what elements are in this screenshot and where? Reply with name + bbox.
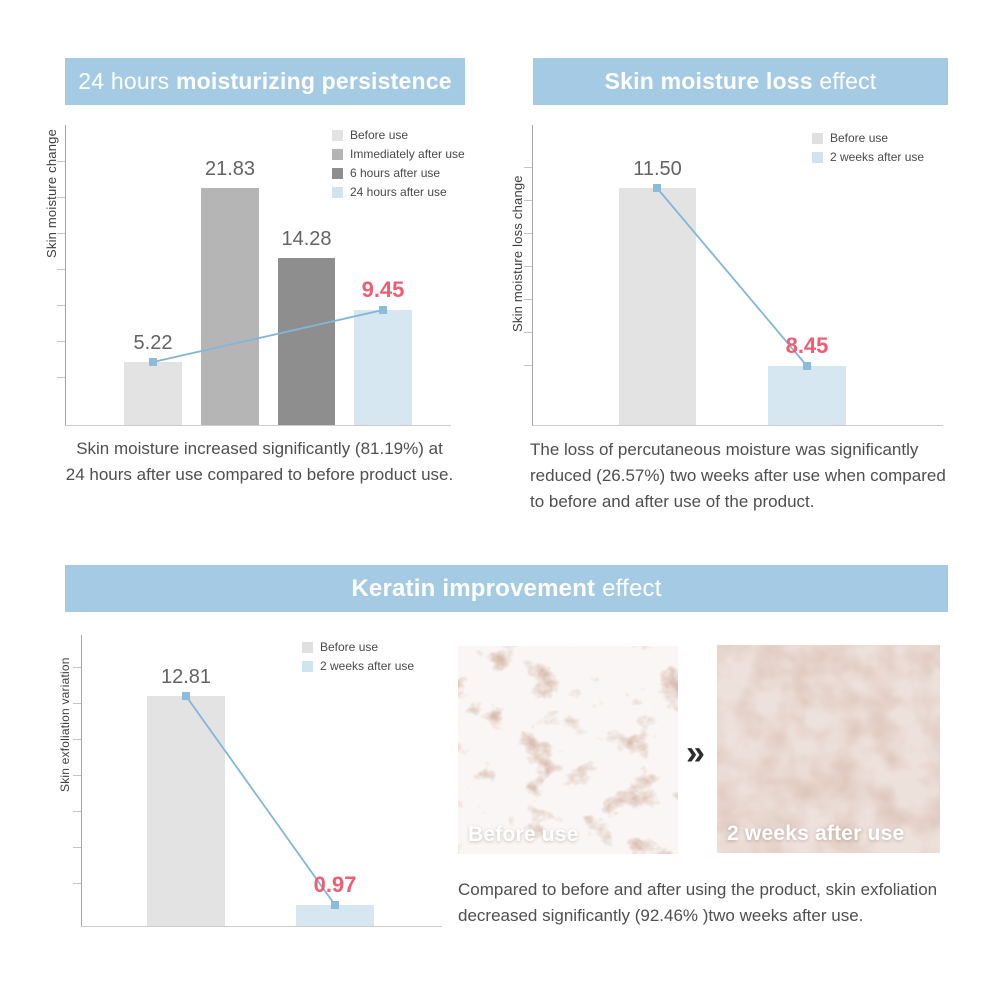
chart3-plot-area: 12.81 0.97: [73, 635, 442, 927]
chart1-bar-24-hours-after-use: [354, 310, 412, 425]
chart2-bar-before-use: [619, 188, 696, 425]
legend-label: 6 hours after use: [350, 166, 441, 180]
chart3-y-axis-label: Skin exfoliation variation: [58, 657, 72, 792]
swatch-gray-light-icon: [812, 133, 823, 144]
after-use-photo-label: 2 weeks after use: [727, 822, 905, 845]
double-chevron-right-icon: »: [686, 734, 705, 772]
caption-line: to before and after use of the product.: [530, 492, 815, 511]
caption-line: 24 hours after use compared to before pr…: [65, 465, 454, 484]
caption-line: decreased significantly (92.46% )two wee…: [458, 906, 864, 925]
chart1-y-axis-label: Skin moisture change: [44, 128, 59, 258]
chart1-value-before-use: 5.22: [133, 332, 173, 354]
legend-label: 24 hours after use: [350, 185, 447, 199]
swatch-blue-icon: [812, 152, 823, 163]
legend-item-6-hours-after: 6 hours after use: [332, 166, 465, 181]
section-title-moisture-loss: Skin moisture loss effect: [533, 58, 948, 105]
legend-label: Immediately after use: [350, 147, 465, 161]
chart3-bar-before-use: [147, 696, 225, 926]
legend-item-before-use: Before use: [332, 128, 465, 143]
chart1-bar-immediately-after-use: [201, 188, 259, 425]
caption-line: Skin moisture increased significantly (8…: [76, 439, 443, 458]
skin-texture-before-image: [458, 646, 678, 854]
chart1-bar-6-hours-after-use: [278, 258, 335, 425]
chart1-legend: Before use Immediately after use 6 hours…: [332, 128, 465, 200]
chart2-y-axis-ticks: [524, 167, 532, 373]
swatch-blue-icon: [332, 187, 343, 198]
caption-line: reduced (26.57%) two weeks after use whe…: [530, 466, 946, 485]
chart3-value-before-use: 12.81: [160, 666, 212, 688]
legend-item-before-use: Before use: [302, 640, 414, 655]
title-light-part: effect: [602, 574, 662, 602]
chart2-value-before-use: 11.50: [633, 158, 682, 180]
swatch-gray-mid-icon: [332, 149, 343, 160]
swatch-gray-dark-icon: [332, 168, 343, 179]
chart1-value-6-hours-after: 14.28: [281, 228, 332, 250]
section-title-keratin-improvement: Keratin improvement effect: [65, 565, 948, 612]
chart3-y-axis-ticks: [73, 667, 81, 893]
title-light-part: effect: [819, 68, 877, 94]
caption-line: Compared to before and after using the p…: [458, 880, 938, 899]
title-bold-part: moisturizing persistence: [175, 68, 452, 94]
skin-texture-after-image: [717, 645, 940, 853]
legend-item-2-weeks-after: 2 weeks after use: [302, 659, 414, 674]
legend-item-24-hours-after: 24 hours after use: [332, 185, 465, 200]
swatch-blue-icon: [302, 661, 313, 672]
title-light-part: 24 hours: [78, 68, 176, 94]
legend-label: 2 weeks after use: [830, 150, 925, 164]
chart2-plot-area: 11.50 8.45: [524, 125, 943, 426]
chart2-value-2-weeks-after: 8.45: [785, 333, 829, 358]
chart3-caption: Compared to before and after using the p…: [458, 877, 948, 929]
before-use-photo-label: Before use: [468, 823, 579, 846]
chart3-legend: Before use 2 weeks after use: [302, 640, 414, 674]
legend-item-immediately-after: Immediately after use: [332, 147, 465, 162]
swatch-gray-light-icon: [302, 642, 313, 653]
chart3-value-2-weeks-after: 0.97: [313, 872, 357, 897]
swatch-gray-light-icon: [332, 130, 343, 141]
chart1-caption: Skin moisture increased significantly (8…: [57, 436, 462, 488]
title-bold-part: Skin moisture loss: [604, 68, 820, 94]
chart2-y-axis-label: Skin moisture loss change: [510, 175, 525, 332]
chart2-bar-2-weeks-after-use: [768, 366, 846, 425]
chart1-value-24-hours-after: 9.45: [361, 277, 405, 302]
chart1-value-immediately-after: 21.83: [204, 158, 256, 180]
section-title-moisturizing-persistence: 24 hours moisturizing persistence: [65, 58, 465, 105]
caption-line: The loss of percutaneous moisture was si…: [530, 440, 919, 459]
legend-item-2-weeks-after: 2 weeks after use: [812, 150, 924, 165]
chart3-bar-2-weeks-after-use: [296, 905, 374, 926]
chart1-bar-before-use: [124, 362, 182, 425]
legend-label: 2 weeks after use: [320, 659, 415, 673]
chart2-legend: Before use 2 weeks after use: [812, 131, 924, 165]
chart2-caption: The loss of percutaneous moisture was si…: [530, 437, 960, 515]
legend-label: Before use: [830, 131, 889, 145]
legend-label: Before use: [320, 640, 379, 654]
title-bold-part: Keratin improvement: [351, 574, 603, 602]
after-use-photo: 2 weeks after use: [717, 645, 940, 853]
legend-label: Before use: [350, 128, 409, 142]
chart2-trend-line: [653, 184, 811, 370]
legend-item-before-use: Before use: [812, 131, 924, 146]
before-use-photo: Before use: [458, 646, 678, 854]
